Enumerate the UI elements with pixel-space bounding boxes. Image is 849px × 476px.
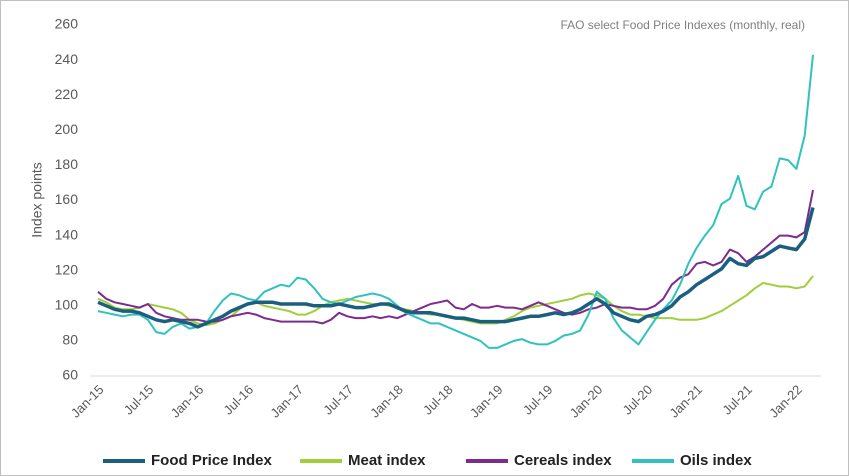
series-line bbox=[97, 54, 814, 349]
y-tick-label: 240 bbox=[55, 51, 79, 67]
legend-label: Meat index bbox=[348, 452, 426, 469]
y-tick-label: 100 bbox=[55, 297, 79, 313]
legend-label: Food Price Index bbox=[151, 452, 273, 469]
y-tick-label: 260 bbox=[55, 16, 79, 32]
y-tick-label: 140 bbox=[55, 226, 79, 242]
chart-title: FAO select Food Price Indexes (monthly, … bbox=[560, 18, 805, 32]
y-tick-label: 180 bbox=[55, 156, 79, 172]
series-line bbox=[97, 207, 815, 329]
series-line bbox=[97, 189, 814, 325]
y-tick-label: 60 bbox=[62, 367, 78, 383]
y-tick-label: 200 bbox=[55, 121, 79, 137]
y-tick-label: 120 bbox=[55, 261, 79, 277]
y-tick-label: 80 bbox=[62, 332, 78, 348]
y-tick-label: 160 bbox=[55, 191, 79, 207]
y-axis-label: Index points bbox=[29, 162, 45, 238]
y-tick-label: 220 bbox=[55, 86, 79, 102]
legend-label: Cereals index bbox=[514, 452, 612, 469]
legend-label: Oils index bbox=[680, 452, 752, 469]
